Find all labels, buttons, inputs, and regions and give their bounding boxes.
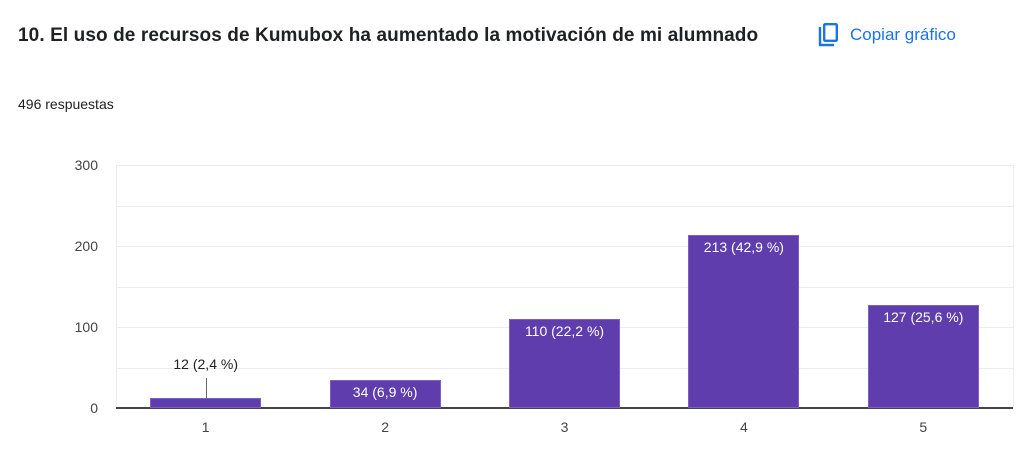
x-axis-tick: 2: [381, 419, 389, 435]
bar-data-label: 127 (25,6 %): [883, 309, 964, 326]
x-axis-tick: 4: [739, 419, 748, 435]
bar-data-label: 12 (2,4 %): [173, 356, 238, 373]
x-axis-tick: 3: [560, 419, 569, 435]
y-axis-tick: 300: [74, 157, 98, 173]
label-leader-line: [205, 378, 207, 399]
gridline: [116, 205, 1013, 207]
y-axis-tick: 100: [74, 319, 98, 335]
gridline: [116, 165, 1013, 166]
bar-4[interactable]: 213 (42,9 %): [688, 235, 800, 408]
copy-chart-label: Copiar gráfico: [850, 25, 956, 44]
x-axis-tick: 1: [201, 419, 210, 435]
response-count: 496 respuestas: [18, 96, 114, 112]
gridline-left: [116, 165, 117, 408]
bar-data-label: 34 (6,9 %): [352, 384, 418, 401]
bar-2[interactable]: 34 (6,9 %): [329, 380, 441, 408]
gridline: [116, 246, 1013, 247]
x-axis-baseline: [116, 407, 1013, 409]
copy-chart-button[interactable]: Copiar gráfico: [818, 18, 956, 52]
x-axis-tick: 5: [919, 419, 928, 435]
y-axis-tick: 0: [90, 400, 98, 416]
gridline: [116, 286, 1013, 288]
bar-1[interactable]: [150, 398, 262, 408]
bar-data-label: 110 (22,2 %): [524, 322, 605, 339]
bar-3[interactable]: 110 (22,2 %): [509, 318, 620, 408]
y-axis-tick: 200: [74, 238, 98, 254]
question-title: 10. El uso de recursos de Kumubox ha aum…: [18, 25, 759, 46]
bar-5[interactable]: 127 (25,6 %): [867, 305, 979, 408]
bar-data-label: 213 (42,9 %): [703, 239, 784, 256]
gridline-right: [1013, 165, 1014, 408]
copy-icon: [818, 23, 838, 47]
